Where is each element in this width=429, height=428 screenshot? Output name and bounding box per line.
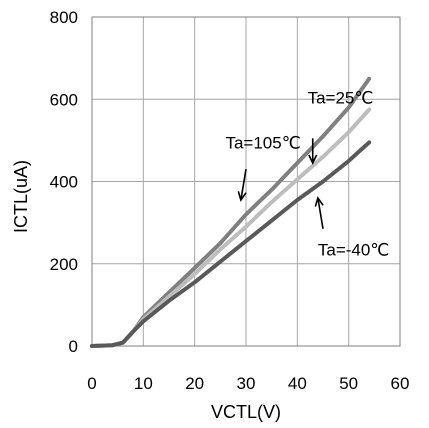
- annotation-arrow: [317, 197, 324, 229]
- x-tick-label: 0: [87, 374, 96, 393]
- annotations: Ta=25℃ Ta=105℃ Ta=-40℃: [225, 88, 389, 259]
- annotation-arrow: [240, 169, 247, 201]
- x-tick-label: 40: [288, 374, 307, 393]
- annotation-label: Ta=105℃: [225, 134, 300, 153]
- y-tick-label: 600: [50, 90, 78, 109]
- y-tick-label: 0: [69, 337, 78, 356]
- x-axis-title: VCTL(V): [211, 402, 281, 422]
- annotation-arrowhead: [314, 196, 324, 207]
- x-tick-label: 60: [391, 374, 410, 393]
- y-tick-label: 400: [50, 173, 78, 192]
- annotation-label: Ta=-40℃: [318, 241, 390, 260]
- annotation-label: Ta=25℃: [308, 88, 374, 107]
- series-line-ta-25-: [90, 76, 372, 348]
- x-tick-label: 50: [339, 374, 358, 393]
- y-tick-label: 200: [50, 255, 78, 274]
- annotation-arrowhead: [237, 191, 247, 202]
- series-lines: [90, 76, 372, 348]
- x-tick-label: 30: [237, 374, 256, 393]
- y-axis-title: ICTL(uA): [11, 160, 31, 233]
- annotation-arrowhead: [308, 154, 318, 165]
- series-line-ta-40-: [90, 140, 372, 348]
- x-tick-labels: 0 10 20 30 40 50 60: [87, 374, 409, 393]
- grid: [91, 16, 401, 347]
- x-tick-label: 10: [134, 374, 153, 393]
- y-tick-labels: 0 200 400 600 800: [50, 8, 78, 356]
- y-tick-label: 800: [50, 8, 78, 27]
- x-tick-label: 20: [185, 374, 204, 393]
- plot-area: [91, 16, 401, 347]
